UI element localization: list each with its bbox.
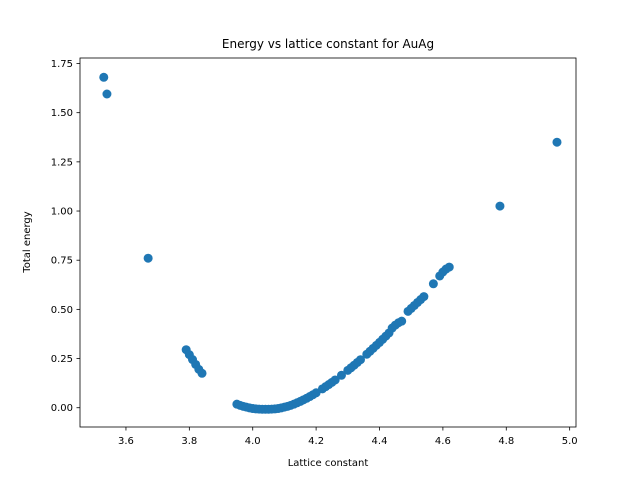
data-point-8 bbox=[197, 368, 207, 378]
x-axis: 3.6 3.8 4.0 4.2 4.4 4.6 4.8 5.0 bbox=[118, 427, 578, 447]
x-tick-label: 3.6 bbox=[118, 436, 134, 447]
data-point-1 bbox=[102, 89, 112, 99]
data-point-69 bbox=[495, 201, 505, 211]
x-tick-label: 5.0 bbox=[562, 436, 578, 447]
data-point-45 bbox=[355, 355, 365, 365]
y-tick-label: 0.75 bbox=[51, 256, 73, 267]
x-tick-label: 4.0 bbox=[245, 436, 261, 447]
x-tick-label: 4.6 bbox=[435, 436, 451, 447]
y-axis-label: Total energy bbox=[22, 211, 33, 273]
data-point-57 bbox=[397, 316, 407, 326]
y-tick-label: 0.00 bbox=[51, 403, 73, 414]
data-point-70 bbox=[552, 137, 562, 147]
y-tick-label: 1.75 bbox=[51, 59, 73, 70]
data-point-68 bbox=[444, 262, 454, 272]
data-point-63 bbox=[419, 292, 429, 302]
chart-title: Energy vs lattice constant for AuAg bbox=[222, 37, 434, 51]
plot-frame bbox=[79, 57, 577, 428]
x-tick-label: 4.4 bbox=[372, 436, 388, 447]
y-tick-label: 0.25 bbox=[51, 354, 73, 365]
data-point-64 bbox=[428, 279, 438, 289]
data-point-0 bbox=[99, 72, 109, 82]
data-point-40 bbox=[336, 370, 346, 380]
x-tick-label: 4.8 bbox=[498, 436, 514, 447]
y-tick-label: 1.00 bbox=[51, 207, 73, 218]
points-layer bbox=[99, 72, 562, 414]
x-axis-label: Lattice constant bbox=[288, 458, 369, 469]
x-tick-label: 4.2 bbox=[308, 436, 324, 447]
y-axis: 0.00 0.25 0.50 0.75 1.00 1.25 1.50 1.75 bbox=[51, 59, 80, 414]
y-tick-label: 0.50 bbox=[51, 305, 73, 316]
data-point-2 bbox=[143, 253, 153, 263]
y-tick-label: 1.25 bbox=[51, 157, 73, 168]
data-point-39 bbox=[330, 375, 340, 385]
x-tick-label: 3.8 bbox=[181, 436, 197, 447]
y-tick-label: 1.50 bbox=[51, 108, 73, 119]
